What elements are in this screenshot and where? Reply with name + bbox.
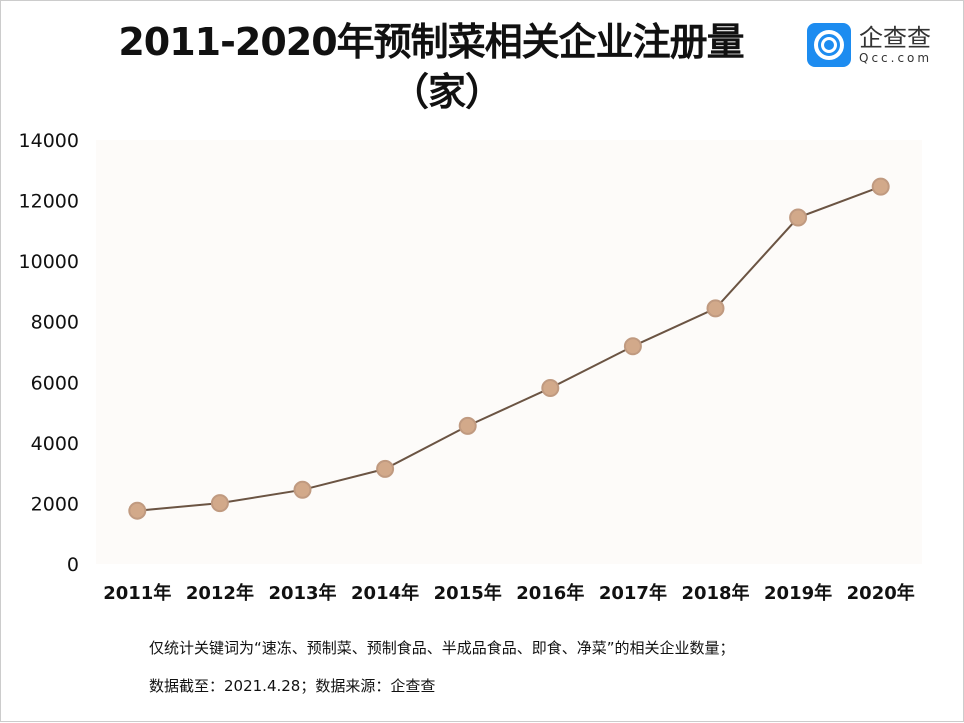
data-point [210, 494, 229, 513]
data-point [128, 501, 147, 520]
x-tick-label: 2014年 [351, 582, 419, 604]
data-point [789, 208, 808, 227]
y-tick-label: 4000 [31, 433, 79, 455]
data-point [541, 379, 560, 398]
logo-en-text: Qcc.com [859, 51, 933, 65]
x-tick-label: 2019年 [764, 582, 832, 604]
x-tick-label: 2016年 [516, 582, 584, 604]
plot-area [96, 140, 922, 564]
logo-cn-text: 企查查 [859, 24, 931, 52]
data-point [376, 459, 395, 478]
data-point [458, 416, 477, 435]
x-tick-label: 2018年 [681, 582, 749, 604]
qcc-logo: 企查查 Qcc.com [807, 23, 932, 67]
chart-title: 2011-2020年预制菜相关企业注册量 （家） [61, 17, 801, 117]
y-tick-label: 10000 [19, 251, 79, 273]
y-tick-label: 2000 [31, 493, 79, 515]
x-tick-label: 2013年 [268, 582, 336, 604]
series-line [137, 185, 882, 512]
data-point [623, 337, 642, 356]
y-tick-label: 14000 [19, 130, 79, 152]
x-tick-label: 2020年 [847, 582, 915, 604]
x-tick-label: 2017年 [599, 582, 667, 604]
note-scope: 仅统计关键词为“速冻、预制菜、预制食品、半成品食品、即食、净菜”的相关企业数量； [149, 639, 735, 657]
title-line-1: 2011-2020年预制菜相关企业注册量 [118, 20, 744, 64]
y-tick-label: 12000 [19, 191, 79, 213]
x-tick-label: 2015年 [434, 582, 502, 604]
data-point [871, 177, 890, 196]
x-tick-label: 2012年 [186, 582, 254, 604]
title-line-2: （家） [391, 70, 503, 114]
y-tick-label: 6000 [31, 372, 79, 394]
data-point [706, 299, 725, 318]
y-tick-label: 8000 [31, 312, 79, 334]
qcc-logo-icon [807, 23, 851, 67]
note-source: 数据截至：2021.4.28；数据来源：企查查 [149, 677, 436, 695]
data-point [293, 480, 312, 499]
y-tick-label: 0 [67, 554, 79, 576]
x-tick-label: 2011年 [103, 582, 171, 604]
